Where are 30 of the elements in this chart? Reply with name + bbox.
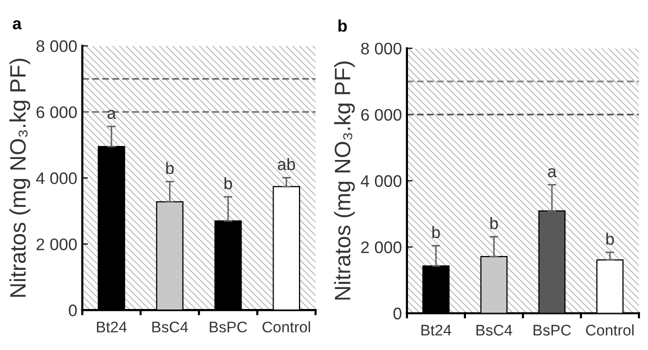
y-axis-title: Nitratos (mg NO₃.kg PF) [9, 58, 30, 297]
annotation: b [606, 232, 614, 245]
y-tick-label: 8 000 [36, 40, 77, 52]
x-tick-label: Control [586, 324, 634, 336]
y-tick-label: 4 000 [360, 175, 402, 187]
chart-title: a [12, 20, 22, 30]
x-tick-label: Bt24 [96, 322, 127, 332]
y-tick-label: 2 000 [361, 241, 402, 254]
x-tick-label: BsC4 [152, 322, 188, 332]
y-tick-label: 6 000 [361, 108, 402, 121]
y-tick-label: 6 000 [36, 106, 77, 118]
x-tick-label: BsPC [210, 322, 248, 332]
annotation: b [224, 177, 232, 190]
annotation: a [548, 168, 557, 178]
annotation: b [432, 226, 440, 238]
x-tick-label: BsC4 [476, 324, 512, 336]
x-tick-label: Bt24 [421, 324, 452, 336]
y-tick-label: 4 000 [36, 172, 77, 184]
y-tick-label: 2 000 [36, 238, 77, 250]
y-tick-label: 8 000 [361, 42, 402, 55]
y-axis-title: Nitratos (mg NO₃.kg PF) [334, 62, 355, 300]
x-tick-label: Control [262, 321, 310, 332]
y-tick-label: 0 [393, 308, 402, 320]
annotation: a [108, 110, 116, 119]
annotation: b [490, 217, 498, 230]
x-tick-label: BsPC [534, 324, 571, 336]
chart-title: b [338, 20, 347, 32]
annotation: b [166, 162, 174, 174]
annotation: ab [278, 158, 295, 170]
y-tick-label: 0 [68, 304, 77, 316]
